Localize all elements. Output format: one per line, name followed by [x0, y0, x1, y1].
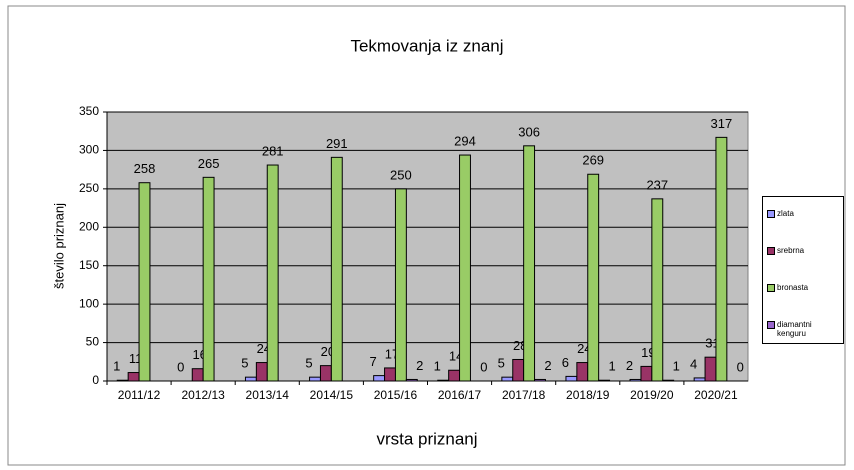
bar [244, 376, 257, 382]
bar [459, 154, 471, 382]
y-tick-label: 100 [79, 296, 99, 310]
legend-swatch [767, 210, 775, 218]
bar [373, 375, 386, 382]
y-tick-label: 300 [79, 143, 99, 157]
y-axis-title: število priznanj [51, 203, 66, 289]
x-tick-label: 2019/20 [630, 388, 674, 402]
x-tick-label: 2020/21 [694, 388, 738, 402]
bar [394, 188, 407, 382]
bar [662, 379, 675, 382]
bar [512, 358, 525, 382]
data-label: 5 [241, 356, 248, 371]
bar [266, 164, 279, 382]
bar [448, 369, 461, 382]
bar [534, 378, 546, 382]
y-tick-label: 150 [79, 258, 99, 272]
data-label: 1 [434, 359, 441, 374]
bar [523, 145, 536, 382]
data-label: 2 [626, 358, 633, 373]
data-label: 5 [305, 356, 312, 371]
legend-label: zlata [777, 209, 794, 218]
data-label: 4 [690, 356, 697, 371]
bar [127, 372, 140, 382]
data-label: 258 [134, 161, 156, 176]
bar [704, 356, 717, 382]
bar [405, 378, 418, 382]
chart-title: Tekmovanja iz znanj [350, 36, 503, 55]
data-label: 0 [177, 359, 184, 374]
legend: zlata srebrna bronasta diamantni kenguru [762, 196, 844, 344]
data-label: 1 [113, 359, 120, 374]
legend-item: bronasta [767, 283, 841, 292]
bar [202, 176, 215, 382]
y-tick-label: 350 [79, 104, 99, 118]
x-tick-label: 2013/14 [246, 388, 290, 402]
data-label: 1 [608, 359, 615, 374]
legend-swatch [767, 247, 775, 255]
y-tick-label: 50 [86, 335, 100, 349]
data-label: 1 [673, 359, 680, 374]
bar [384, 367, 396, 382]
legend-item: srebrna [767, 246, 841, 255]
bar [576, 362, 589, 382]
bar [693, 377, 706, 382]
bar [255, 362, 268, 382]
bar [437, 379, 450, 382]
legend-item: zlata [767, 209, 841, 218]
bar [640, 365, 653, 382]
bar [565, 375, 578, 382]
bar [651, 198, 664, 382]
legend-item: diamantni kenguru [767, 320, 841, 338]
data-label: 306 [518, 124, 540, 139]
data-label: 291 [326, 136, 348, 151]
bar [587, 173, 600, 382]
data-label: 265 [198, 156, 220, 171]
data-label: 269 [582, 153, 604, 168]
x-axis-title: vrsta priznanj [376, 429, 477, 448]
bar [309, 376, 321, 382]
x-tick-label: 2017/18 [502, 388, 546, 402]
bar [598, 379, 611, 382]
x-tick-label: 2016/17 [438, 388, 482, 402]
legend-label: srebrna [777, 246, 805, 255]
y-tick-label: 200 [79, 219, 99, 233]
x-tick-label: 2015/16 [374, 388, 418, 402]
bar [330, 156, 343, 382]
y-tick-label: 0 [92, 373, 99, 387]
data-label: 7 [369, 354, 376, 369]
data-label: 317 [711, 116, 733, 131]
data-label: 2 [544, 358, 551, 373]
x-tick-label: 2018/19 [566, 388, 610, 402]
x-tick-label: 2011/12 [118, 388, 161, 402]
legend-label: bronasta [777, 283, 809, 292]
bar [319, 365, 332, 382]
data-label: 0 [480, 359, 487, 374]
data-label: 0 [737, 359, 744, 374]
y-tick-label: 250 [79, 181, 99, 195]
data-label: 250 [390, 167, 412, 182]
data-label: 5 [498, 356, 505, 371]
legend-label: diamantni kenguru [777, 320, 812, 338]
data-label: 237 [646, 177, 668, 192]
legend-swatch [767, 321, 775, 329]
data-label: 281 [262, 143, 284, 158]
data-label: 294 [454, 133, 476, 148]
data-label: 6 [562, 355, 569, 370]
bar [191, 368, 204, 382]
legend-swatch [767, 284, 775, 292]
data-label: 2 [416, 358, 423, 373]
x-tick-label: 2014/15 [310, 388, 354, 402]
bar [629, 378, 642, 382]
bar [138, 182, 151, 382]
x-tick-label: 2012/13 [181, 388, 225, 402]
bar [715, 136, 728, 382]
bar [116, 379, 129, 382]
bar [501, 376, 514, 382]
